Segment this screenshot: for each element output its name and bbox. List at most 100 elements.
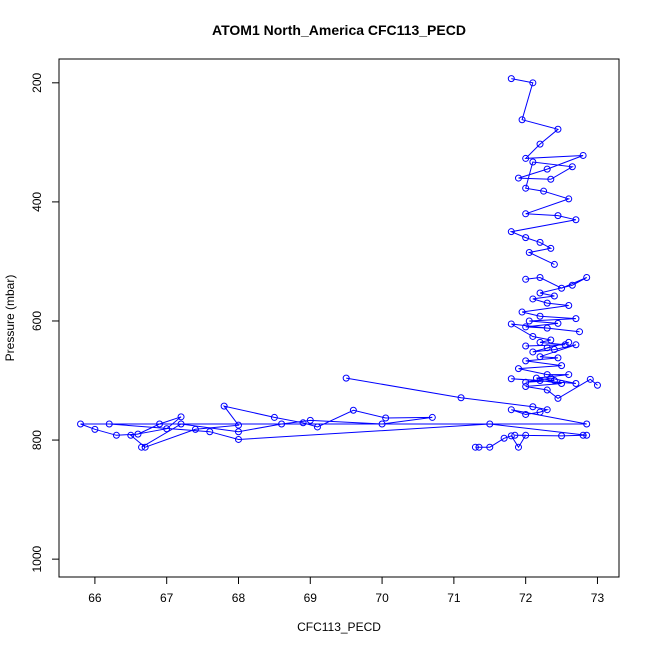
- data-point: [558, 432, 566, 440]
- data-point: [572, 379, 580, 387]
- data-point: [522, 323, 530, 331]
- x-tick-label: 73: [591, 591, 605, 605]
- data-point: [583, 274, 591, 282]
- data-point: [579, 151, 587, 159]
- data-point: [522, 357, 530, 365]
- data-point: [558, 284, 566, 292]
- data-point: [576, 328, 584, 336]
- plot-frame: [58, 58, 620, 578]
- data-point: [234, 435, 242, 443]
- data-point: [572, 315, 580, 323]
- series-line-4: [80, 377, 587, 448]
- data-point: [565, 195, 573, 203]
- data-point: [565, 371, 573, 379]
- data-point: [382, 414, 390, 422]
- y-tick-label: 600: [30, 311, 44, 331]
- data-point: [543, 299, 551, 307]
- data-point: [536, 353, 544, 361]
- data-point: [529, 403, 537, 411]
- data-point: [220, 402, 228, 410]
- data-point: [507, 432, 515, 440]
- data-point: [550, 346, 558, 354]
- x-tick-label: 67: [160, 591, 174, 605]
- data-point: [349, 406, 357, 414]
- data-point: [583, 431, 591, 439]
- data-point: [568, 281, 576, 289]
- data-point: [234, 428, 242, 436]
- data-point: [529, 332, 537, 340]
- data-point: [507, 320, 515, 328]
- data-point: [522, 210, 530, 218]
- data-point: [522, 275, 530, 283]
- data-point: [586, 375, 594, 383]
- data-point: [77, 420, 85, 428]
- data-point: [547, 374, 555, 382]
- data-point: [522, 234, 530, 242]
- y-axis: 200 400 600 800 1000: [30, 72, 60, 572]
- data-point: [522, 431, 530, 439]
- data-point: [565, 338, 573, 346]
- data-point: [514, 365, 522, 373]
- data-point: [522, 382, 530, 390]
- data-point: [543, 386, 551, 394]
- x-tick-label: 66: [88, 591, 102, 605]
- data-point: [547, 175, 555, 183]
- data-point: [500, 434, 508, 442]
- data-point: [579, 431, 587, 439]
- data-point: [554, 354, 562, 362]
- data-point: [378, 420, 386, 428]
- data-point: [177, 420, 185, 428]
- data-point: [543, 371, 551, 379]
- data-point: [522, 410, 530, 418]
- data-point: [507, 228, 515, 236]
- data-point: [522, 154, 530, 162]
- data-point: [543, 344, 551, 352]
- data-point: [554, 394, 562, 402]
- data-point: [206, 428, 214, 436]
- data-point: [583, 420, 591, 428]
- x-tick-label: 70: [375, 591, 389, 605]
- data-point: [112, 431, 120, 439]
- data-point: [156, 420, 164, 428]
- y-axis-label: Pressure (mbar): [3, 275, 17, 362]
- data-point: [536, 238, 544, 246]
- data-point: [536, 140, 544, 148]
- data-point: [475, 443, 483, 451]
- series-line-3: [511, 341, 598, 400]
- series-line-2: [511, 276, 587, 347]
- data-point: [536, 274, 544, 282]
- data-point: [471, 443, 479, 451]
- data-point: [134, 430, 142, 438]
- data-point: [572, 341, 580, 349]
- data-point: [91, 425, 99, 433]
- y-tick-label: 1000: [30, 545, 44, 572]
- data-point: [234, 421, 242, 429]
- data-point: [529, 295, 537, 303]
- data-point: [428, 413, 436, 421]
- data-point: [536, 377, 544, 385]
- data-point: [558, 379, 566, 387]
- data-point: [547, 244, 555, 252]
- y-tick-label: 200: [30, 72, 44, 92]
- series-line-5: [109, 423, 587, 449]
- data-point: [593, 381, 601, 389]
- data-point: [518, 116, 526, 124]
- data-point: [507, 375, 515, 383]
- data-point: [486, 443, 494, 451]
- data-point: [550, 260, 558, 268]
- data-point: [525, 249, 533, 257]
- data-point: [514, 174, 522, 182]
- data-point: [299, 419, 307, 427]
- x-axis-label: CFC113_PECD: [297, 620, 381, 634]
- data-point: [522, 184, 530, 192]
- data-point: [518, 308, 526, 316]
- data-point: [550, 292, 558, 300]
- data-point: [536, 408, 544, 416]
- data-point: [278, 420, 286, 428]
- data-point: [105, 420, 113, 428]
- data-point: [529, 158, 537, 166]
- x-axis: 66 67 68 69 70 71 72 73: [88, 576, 605, 605]
- data-point: [543, 324, 551, 332]
- data-point: [313, 423, 321, 431]
